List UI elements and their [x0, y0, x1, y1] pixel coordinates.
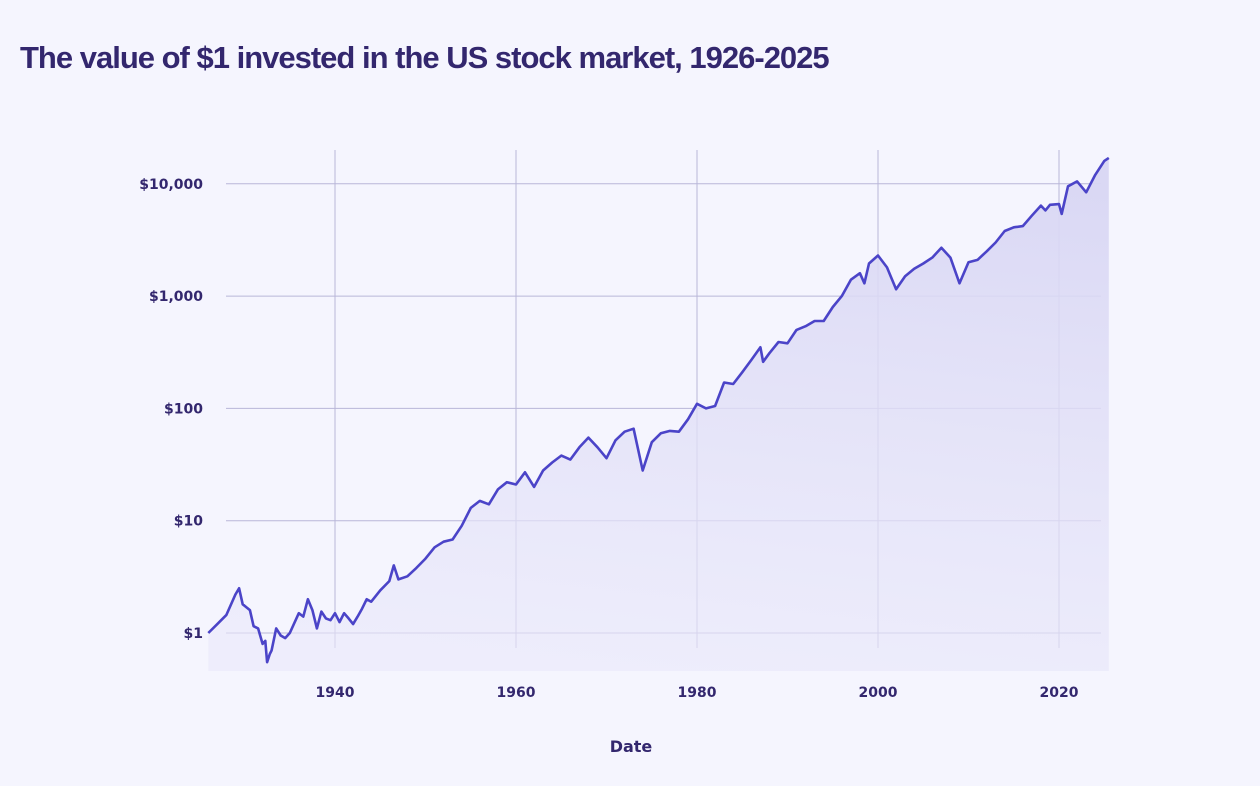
area-fill — [208, 157, 1109, 671]
chart-title: The value of $1 invested in the US stock… — [20, 40, 830, 75]
y-tick-label: $1 — [184, 626, 203, 642]
x-tick-label: 2000 — [859, 685, 898, 701]
y-tick-label: $1,000 — [149, 289, 203, 305]
x-axis-label: Date — [610, 737, 653, 756]
x-tick-label: 1960 — [497, 685, 536, 701]
y-tick-label: $10,000 — [139, 177, 203, 193]
y-tick-label: $10 — [174, 514, 203, 530]
y-tick-label: $100 — [164, 401, 203, 417]
x-tick-label: 1980 — [678, 685, 717, 701]
series-line — [207, 156, 1110, 664]
x-tick-label: 2020 — [1040, 685, 1079, 701]
x-tick-label: 1940 — [316, 685, 355, 701]
